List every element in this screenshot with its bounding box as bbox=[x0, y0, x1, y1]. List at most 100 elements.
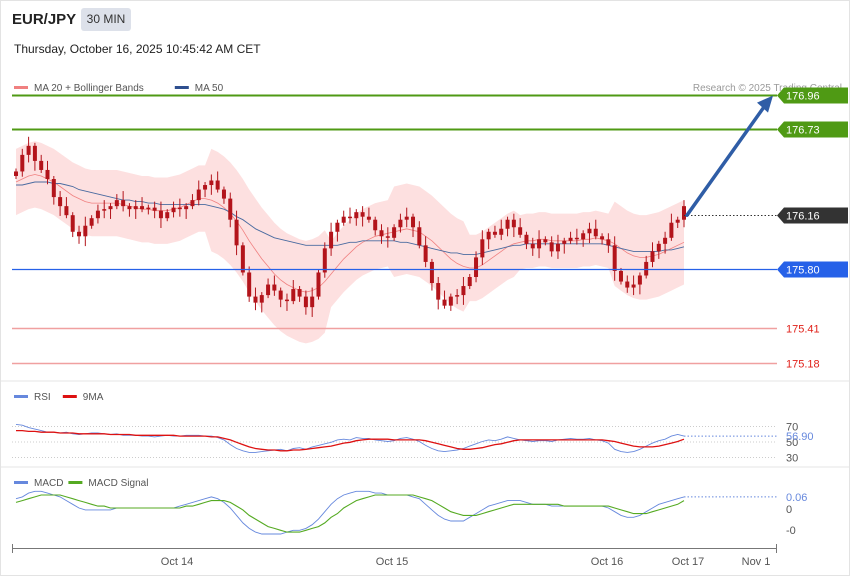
candle-body bbox=[373, 219, 378, 231]
candle-body bbox=[379, 230, 384, 237]
candle-body bbox=[240, 245, 245, 273]
candle-body bbox=[322, 248, 327, 273]
candle-body bbox=[247, 272, 252, 297]
candle-body bbox=[486, 231, 491, 240]
candle-body bbox=[637, 275, 642, 285]
macd-tick: -0 bbox=[786, 525, 796, 537]
candle-body bbox=[448, 296, 453, 306]
macd-legend-label: MACD bbox=[34, 478, 63, 489]
candle-body bbox=[518, 227, 523, 235]
candle-body bbox=[209, 180, 214, 186]
current-price-tag bbox=[777, 207, 848, 224]
resistance-tag bbox=[777, 121, 848, 138]
macd-signal-line bbox=[15, 494, 685, 533]
candle-body bbox=[474, 257, 479, 277]
current-price-value: 176.16 bbox=[786, 211, 820, 223]
candle-body bbox=[203, 185, 208, 190]
candle-body bbox=[631, 284, 636, 288]
candle-body bbox=[618, 270, 623, 282]
candle-body bbox=[505, 219, 510, 229]
candle-body bbox=[146, 207, 151, 210]
candle-body bbox=[366, 216, 371, 220]
candle-body bbox=[83, 225, 88, 237]
candle-body bbox=[675, 219, 680, 223]
candle-body bbox=[26, 145, 31, 155]
instrument-symbol: EUR/JPY bbox=[12, 11, 77, 28]
candle-body bbox=[58, 197, 63, 207]
candle-body bbox=[524, 234, 529, 244]
chart-datetime: Thursday, October 16, 2025 10:45:42 AM C… bbox=[14, 42, 261, 56]
main-legend-label: MA 50 bbox=[195, 83, 224, 94]
candle-body bbox=[329, 231, 334, 249]
candle-body bbox=[568, 237, 573, 241]
candle-body bbox=[411, 216, 416, 228]
candle-body bbox=[291, 289, 296, 302]
candle-body bbox=[14, 171, 18, 176]
candle-body bbox=[480, 239, 485, 258]
candle-body bbox=[404, 216, 409, 220]
candle-body bbox=[537, 239, 542, 249]
main-legend-swatch bbox=[14, 86, 28, 89]
candle-body bbox=[663, 237, 668, 244]
candle-body bbox=[114, 200, 119, 207]
main-legend-label: MA 20 + Bollinger Bands bbox=[34, 83, 144, 94]
candle-body bbox=[272, 284, 277, 291]
resistance-value: 176.73 bbox=[786, 125, 820, 137]
rsi-legend-swatch bbox=[14, 395, 28, 398]
support-tag bbox=[777, 261, 848, 278]
rsi-legend-label: RSI bbox=[34, 392, 51, 403]
candle-body bbox=[297, 289, 302, 297]
rsi-tick: 30 bbox=[786, 453, 798, 465]
rsi-9ma-line bbox=[16, 429, 685, 452]
candle-body bbox=[341, 216, 346, 223]
candle-body bbox=[423, 245, 428, 262]
candle-body bbox=[158, 210, 163, 219]
rsi-line bbox=[15, 423, 685, 453]
candle-body bbox=[89, 218, 94, 226]
resistance-tag bbox=[777, 87, 848, 104]
candle-body bbox=[581, 233, 586, 240]
candle-body bbox=[335, 222, 340, 232]
support-value: 175.41 bbox=[786, 324, 820, 336]
x-tick-label: Oct 15 bbox=[376, 556, 408, 568]
ma50-line bbox=[16, 181, 685, 255]
candle-body bbox=[354, 212, 359, 219]
candle-body bbox=[385, 236, 390, 238]
candle-body bbox=[108, 206, 113, 210]
candle-body bbox=[574, 237, 579, 240]
candle-body bbox=[266, 284, 271, 296]
candle-body bbox=[669, 222, 674, 238]
candle-body bbox=[360, 212, 365, 217]
candle-body bbox=[442, 299, 447, 306]
candle-body bbox=[70, 215, 75, 232]
timeframe-badge[interactable]: 30 MIN bbox=[81, 8, 131, 31]
candle-body bbox=[95, 210, 100, 219]
candle-body bbox=[127, 206, 132, 210]
rsi-legend-label: 9MA bbox=[83, 392, 104, 403]
candle-body bbox=[543, 239, 548, 243]
candle-body bbox=[310, 296, 315, 308]
x-tick-label: Oct 14 bbox=[161, 556, 193, 568]
main-legend-swatch bbox=[174, 86, 189, 89]
candle-body bbox=[177, 207, 182, 210]
candle-body bbox=[278, 290, 283, 300]
forecast-arrowhead bbox=[757, 95, 773, 113]
candle-body bbox=[417, 227, 422, 246]
candle-body bbox=[461, 286, 466, 296]
x-tick-label: Nov 1 bbox=[742, 556, 771, 568]
candle-body bbox=[39, 160, 44, 170]
candle-body bbox=[612, 245, 617, 271]
resistance-value: 176.96 bbox=[786, 91, 820, 103]
candle-body bbox=[45, 169, 50, 179]
rsi-tick: 50 bbox=[786, 437, 798, 449]
rsi-tick: 70 bbox=[786, 422, 798, 434]
candle-body bbox=[51, 179, 56, 198]
candle-body bbox=[303, 296, 308, 308]
candle-body bbox=[562, 240, 567, 244]
candle-body bbox=[429, 261, 434, 284]
candle-body bbox=[102, 209, 107, 211]
candle-body bbox=[316, 272, 321, 297]
candle-body bbox=[259, 295, 264, 303]
candle-body bbox=[133, 206, 138, 210]
